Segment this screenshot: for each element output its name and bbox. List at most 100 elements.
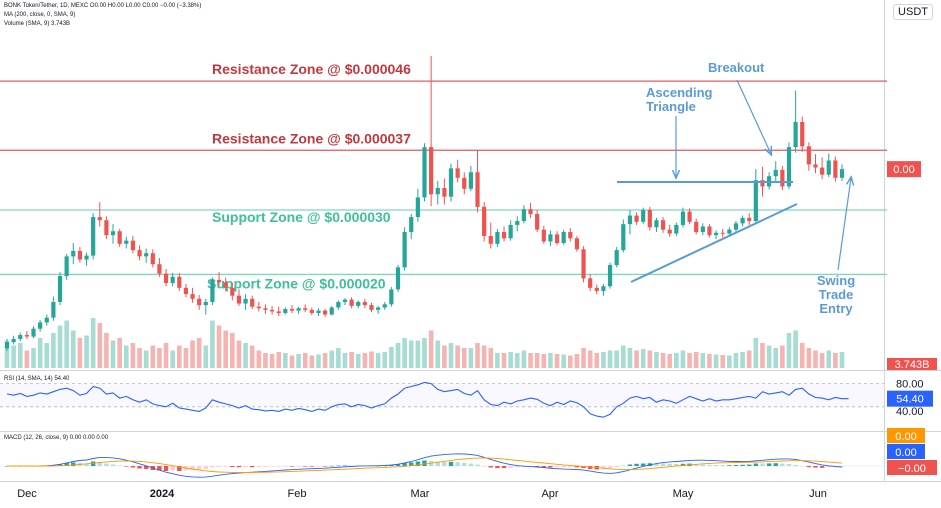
volume-bar bbox=[826, 350, 832, 368]
volume-bar bbox=[263, 353, 268, 368]
candle-body bbox=[554, 234, 560, 244]
volume-bar bbox=[216, 325, 222, 368]
macd-histogram-bar bbox=[800, 466, 805, 467]
volume-bar bbox=[90, 318, 96, 368]
macd-histogram-bar bbox=[548, 466, 553, 468]
volume-bar bbox=[70, 330, 76, 368]
candle-body bbox=[429, 147, 434, 195]
macd-histogram-bar bbox=[508, 466, 513, 468]
macd-histogram-bar bbox=[654, 463, 659, 466]
volume-bar bbox=[700, 353, 706, 368]
macd-histogram-bar bbox=[349, 465, 354, 467]
macd-histogram-bar bbox=[468, 463, 474, 466]
macd-histogram-bar bbox=[793, 465, 798, 466]
candle-body bbox=[84, 255, 89, 260]
candle-body bbox=[601, 286, 606, 291]
macd-histogram-bar bbox=[488, 466, 493, 468]
candle-body bbox=[137, 250, 142, 257]
volume-bar bbox=[647, 350, 653, 368]
rsi-tick-80: 80.00 bbox=[896, 379, 924, 391]
volume-bar bbox=[753, 338, 759, 368]
candle-body bbox=[303, 308, 308, 310]
volume-bar bbox=[389, 347, 394, 368]
macd-histogram-bar bbox=[634, 463, 639, 466]
macd-tag bbox=[887, 460, 937, 475]
candle-body bbox=[780, 169, 785, 187]
volume-bar bbox=[302, 353, 308, 368]
macd-histogram-bar bbox=[223, 466, 228, 467]
macd-histogram-bar bbox=[263, 466, 268, 467]
volume-bar bbox=[713, 354, 719, 368]
volume-bar bbox=[342, 353, 348, 368]
candle-body bbox=[356, 301, 361, 306]
candle-body bbox=[296, 308, 301, 311]
macd-histogram-bar bbox=[137, 466, 142, 469]
macd-histogram-bar bbox=[243, 466, 248, 467]
macd-line bbox=[7, 453, 843, 478]
candle-body bbox=[104, 220, 109, 236]
candle-body bbox=[24, 334, 29, 337]
candle-body bbox=[18, 334, 23, 339]
candle-body bbox=[568, 232, 573, 239]
volume-bar bbox=[561, 354, 566, 368]
candle-body bbox=[501, 232, 507, 239]
macd-histogram-bar bbox=[389, 465, 394, 466]
volume-bar bbox=[269, 354, 275, 368]
volume-bar bbox=[382, 352, 388, 368]
candle-body bbox=[190, 294, 195, 299]
candle-body bbox=[455, 168, 460, 178]
candle-body bbox=[210, 279, 215, 302]
volume-bar bbox=[177, 345, 182, 368]
macd-histogram-bar bbox=[727, 465, 732, 466]
volume-bar bbox=[117, 338, 122, 368]
macd-histogram-bar bbox=[309, 466, 315, 467]
candle-body bbox=[475, 172, 480, 207]
candle-body bbox=[641, 210, 646, 222]
volume-bar bbox=[514, 353, 520, 368]
macd-histogram-bar bbox=[541, 466, 546, 468]
macd-histogram-bar bbox=[90, 461, 96, 466]
candle-body bbox=[71, 250, 76, 257]
candle-body bbox=[250, 298, 255, 307]
volume-bar bbox=[11, 345, 16, 368]
rsi-line bbox=[6, 381, 849, 418]
volume-bar bbox=[461, 348, 467, 368]
candle-body bbox=[680, 211, 686, 225]
volume-bar bbox=[760, 343, 765, 368]
macd-histogram-bar bbox=[230, 466, 235, 467]
volume-bar bbox=[163, 343, 169, 368]
last-price-tag bbox=[887, 161, 921, 178]
candle-body bbox=[793, 121, 798, 148]
candle-body bbox=[382, 304, 387, 308]
candle-body bbox=[124, 240, 129, 244]
candle-body bbox=[342, 299, 348, 302]
currency-button[interactable]: USDT bbox=[893, 4, 933, 20]
macd-histogram-bar bbox=[409, 462, 414, 466]
candle-body bbox=[223, 282, 228, 288]
candle-body bbox=[813, 164, 818, 168]
candle-body bbox=[753, 180, 758, 222]
volume-bar bbox=[806, 348, 812, 368]
macd-histogram-bar bbox=[269, 466, 275, 467]
macd-histogram-bar bbox=[448, 461, 454, 466]
candles-layer bbox=[4, 55, 845, 351]
candle-body bbox=[289, 309, 295, 311]
volume-bar bbox=[236, 340, 242, 368]
rsi-legend: RSI (14, SMA, 14) 54.40 bbox=[4, 376, 70, 382]
macd-histogram-bar bbox=[256, 466, 262, 467]
volume-tag bbox=[887, 358, 937, 370]
volume-bar bbox=[276, 352, 282, 368]
macd-histogram-bar bbox=[515, 466, 520, 468]
volume-bar bbox=[667, 354, 672, 368]
macd-histogram-bar bbox=[747, 464, 752, 466]
macd-histogram-bar bbox=[316, 466, 321, 467]
macd-histogram-bar bbox=[402, 463, 407, 466]
symbol-legend: BONK Token/Tether, 1D, MEXC O0.00 H0.00 … bbox=[4, 3, 202, 9]
breakout-arrow bbox=[736, 79, 771, 154]
candle-body bbox=[720, 232, 725, 234]
candle-body bbox=[336, 301, 341, 308]
triangle-support-trendline bbox=[630, 203, 798, 283]
macd-histogram-bar bbox=[574, 466, 580, 468]
macd-histogram-bar bbox=[170, 466, 175, 471]
